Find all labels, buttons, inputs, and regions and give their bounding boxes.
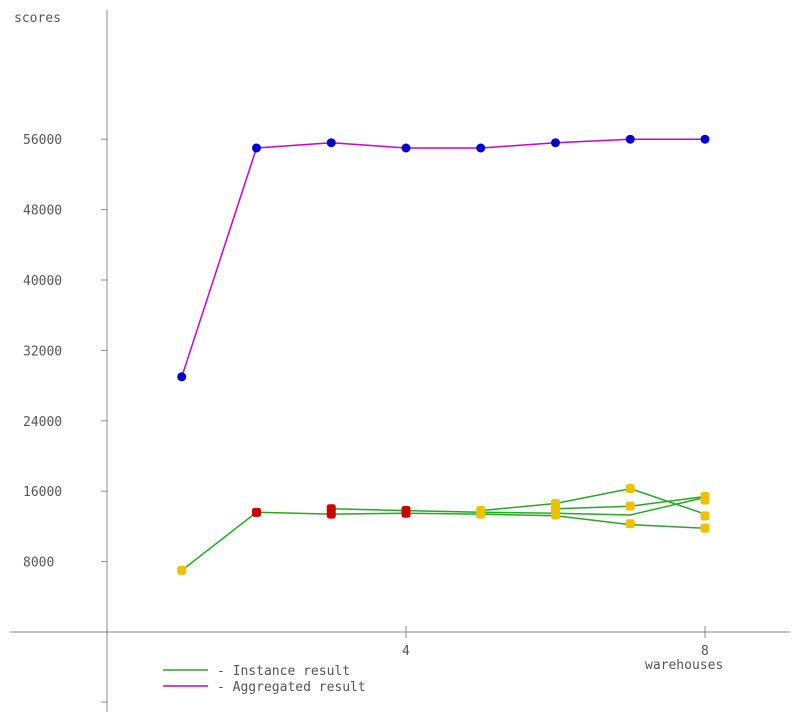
instance-point <box>252 507 261 517</box>
y-ticks: 8000 16000 24000 32000 40000 48000 56000 <box>23 133 107 703</box>
y-tick-label: 8000 <box>23 556 54 571</box>
y-tick-label: 32000 <box>23 344 62 359</box>
instance-point <box>625 484 635 494</box>
legend: - Instance result - Aggregated result <box>163 664 366 695</box>
series-line <box>181 138 705 378</box>
y-axis-label: scores <box>14 11 61 26</box>
instance-point <box>625 501 635 511</box>
y-tick-label: 16000 <box>23 485 62 500</box>
aggregated-point <box>252 143 261 153</box>
aggregated-point <box>326 138 336 148</box>
y-tick-label: 40000 <box>23 274 62 289</box>
aggregated-point <box>551 138 560 148</box>
instance-point <box>326 509 336 519</box>
legend-label-aggregated: - Aggregated result <box>217 680 366 695</box>
series-layer <box>181 138 706 571</box>
instance-point <box>700 495 710 505</box>
instance-point <box>551 510 560 520</box>
aggregated-point <box>700 134 710 144</box>
series-line <box>331 496 706 516</box>
x-tick-label: 8 <box>701 644 709 659</box>
y-tick-label: 24000 <box>23 415 62 430</box>
instance-point <box>476 509 486 519</box>
aggregated-point <box>401 143 411 153</box>
instance-point <box>177 565 187 575</box>
marker-layer <box>177 134 710 575</box>
y-tick-label: 56000 <box>23 133 62 148</box>
series-line <box>181 511 706 571</box>
instance-point <box>700 511 710 521</box>
y-tick-label: 48000 <box>23 204 62 219</box>
instance-point <box>401 508 411 518</box>
legend-label-instance: - Instance result <box>217 664 350 679</box>
instance-point <box>625 519 635 529</box>
aggregated-point <box>177 372 187 382</box>
aggregated-point <box>476 143 486 153</box>
x-axis-label: warehouses <box>645 658 723 673</box>
aggregated-point <box>625 134 635 144</box>
x-tick-label: 4 <box>402 644 410 659</box>
instance-point <box>700 523 710 533</box>
